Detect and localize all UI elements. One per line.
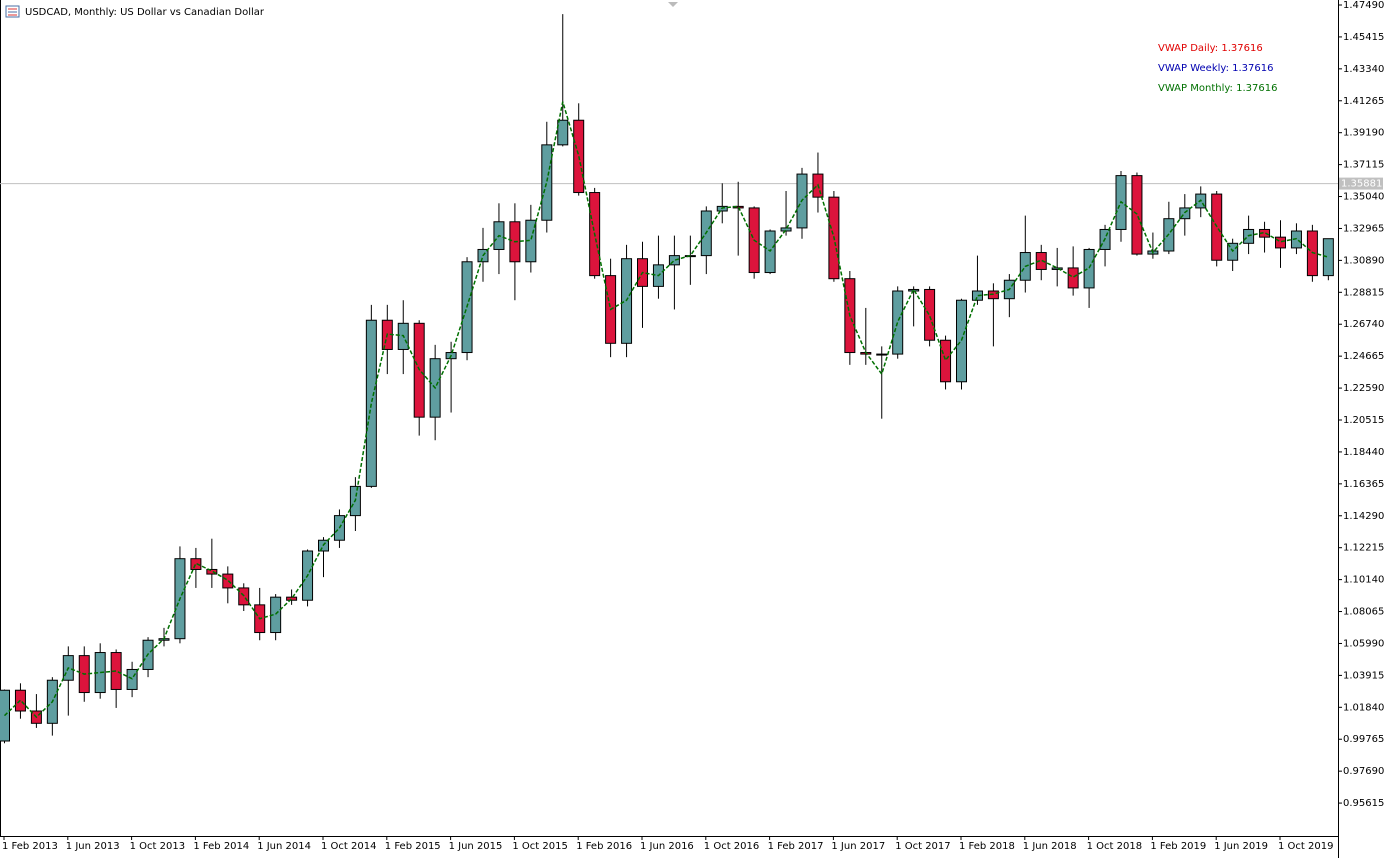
candle-body <box>924 288 936 341</box>
y-tick-label: 1.16365 <box>1343 479 1384 490</box>
y-tick-label: 1.41265 <box>1343 96 1384 107</box>
y-tick-label: 1.22590 <box>1343 383 1384 394</box>
x-tick-label: 1 Feb 2016 <box>576 841 632 852</box>
candle-body <box>238 587 250 606</box>
vwap-line <box>3 101 1329 719</box>
x-tick-label: 1 Feb 2013 <box>2 841 58 852</box>
legend-entry: VWAP Monthly: 1.37616 <box>1158 83 1277 94</box>
y-tick-label: 1.14290 <box>1343 511 1384 522</box>
x-tick-label: 1 Oct 2019 <box>1278 841 1333 852</box>
candle-body <box>1083 248 1095 289</box>
candle-body <box>1051 267 1063 270</box>
x-tick-label: 1 Jun 2018 <box>1023 841 1077 852</box>
legend-entry: VWAP Weekly: 1.37616 <box>1158 63 1274 74</box>
x-tick-label: 1 Oct 2018 <box>1087 841 1142 852</box>
candle-body <box>1131 175 1143 255</box>
y-tick-label: 0.95615 <box>1343 798 1384 809</box>
y-tick-label: 1.32965 <box>1343 223 1384 234</box>
y-tick-label: 0.97690 <box>1343 766 1384 777</box>
x-tick-label: 1 Feb 2015 <box>385 841 441 852</box>
x-tick-label: 1 Oct 2014 <box>321 841 376 852</box>
candle-body <box>668 255 680 266</box>
y-tick-label: 1.03915 <box>1343 670 1384 681</box>
y-tick-label: 1.08065 <box>1343 607 1384 618</box>
y-tick-label: 0.99765 <box>1343 734 1384 745</box>
y-tick-label: 1.30890 <box>1343 255 1384 266</box>
y-tick-label: 1.01840 <box>1343 702 1384 713</box>
candle-body <box>1067 267 1079 289</box>
candle-body <box>1275 236 1286 249</box>
y-tick-label: 1.45415 <box>1343 32 1384 43</box>
x-tick-label: 1 Feb 2018 <box>959 841 1015 852</box>
x-tick-label: 1 Oct 2016 <box>704 841 759 852</box>
x-tick-label: 1 Jun 2013 <box>66 841 120 852</box>
x-tick-label: 1 Feb 2014 <box>193 841 249 852</box>
x-tick-label: 1 Feb 2017 <box>768 841 824 852</box>
x-tick-label: 1 Jun 2016 <box>640 841 694 852</box>
y-tick-label: 1.05990 <box>1343 638 1384 649</box>
price-label-box <box>1339 177 1383 190</box>
x-tick-label: 1 Oct 2015 <box>512 841 567 852</box>
legend: VWAP Daily: 1.37616 VWAP Weekly: 1.37616 V… <box>1158 43 1277 94</box>
candle-body <box>1290 230 1302 249</box>
y-tick-label: 1.37115 <box>1343 160 1384 171</box>
x-tick-label: 1 Oct 2017 <box>895 841 950 852</box>
y-tick-label: 1.39190 <box>1343 128 1384 139</box>
shift-marker <box>668 2 678 7</box>
title-icon <box>5 5 20 18</box>
y-tick-label: 1.18440 <box>1343 447 1384 458</box>
candle-body <box>286 596 298 601</box>
y-tick-label: 1.20515 <box>1343 415 1384 426</box>
candle-body <box>190 558 202 570</box>
x-tick-label: 1 Oct 2013 <box>130 841 185 852</box>
y-tick-label: 1.47490 <box>1343 0 1384 11</box>
y-tick-label: 1.28815 <box>1343 287 1384 298</box>
y-tick-label: 1.35040 <box>1343 192 1384 203</box>
legend-entry: VWAP Daily: 1.37616 <box>1158 43 1263 54</box>
y-tick-label: 1.24665 <box>1343 351 1384 362</box>
x-tick-label: 1 Jun 2014 <box>257 841 311 852</box>
y-tick-label: 1.43340 <box>1343 64 1384 75</box>
x-tick-label: 1 Feb 2019 <box>1150 841 1206 852</box>
candle-body <box>206 568 218 575</box>
y-tick-label: 1.26740 <box>1343 319 1384 330</box>
y-tick-label: 1.12215 <box>1343 543 1384 554</box>
candle-body <box>222 573 234 589</box>
candle-body <box>110 652 122 690</box>
y-tick-label: 1.10140 <box>1343 575 1384 586</box>
candle-body <box>1322 238 1334 277</box>
candle-body <box>956 299 967 383</box>
candle-body <box>940 339 952 383</box>
x-tick-label: 1 Jun 2015 <box>449 841 503 852</box>
candle-body <box>1035 252 1047 270</box>
candle-body <box>541 144 553 221</box>
price-label: 1.35881 <box>1341 179 1382 190</box>
candle-body <box>557 119 569 146</box>
x-tick-label: 1 Jun 2017 <box>831 841 885 852</box>
x-tick-label: 1 Jun 2019 <box>1214 841 1268 852</box>
candle-body <box>876 353 888 356</box>
candle-body <box>987 290 999 300</box>
candle-body <box>1179 207 1191 220</box>
chart-title: USDCAD, Monthly: US Dollar vs Canadian D… <box>25 7 265 18</box>
candle-body <box>365 319 377 487</box>
candle-body <box>971 290 983 301</box>
